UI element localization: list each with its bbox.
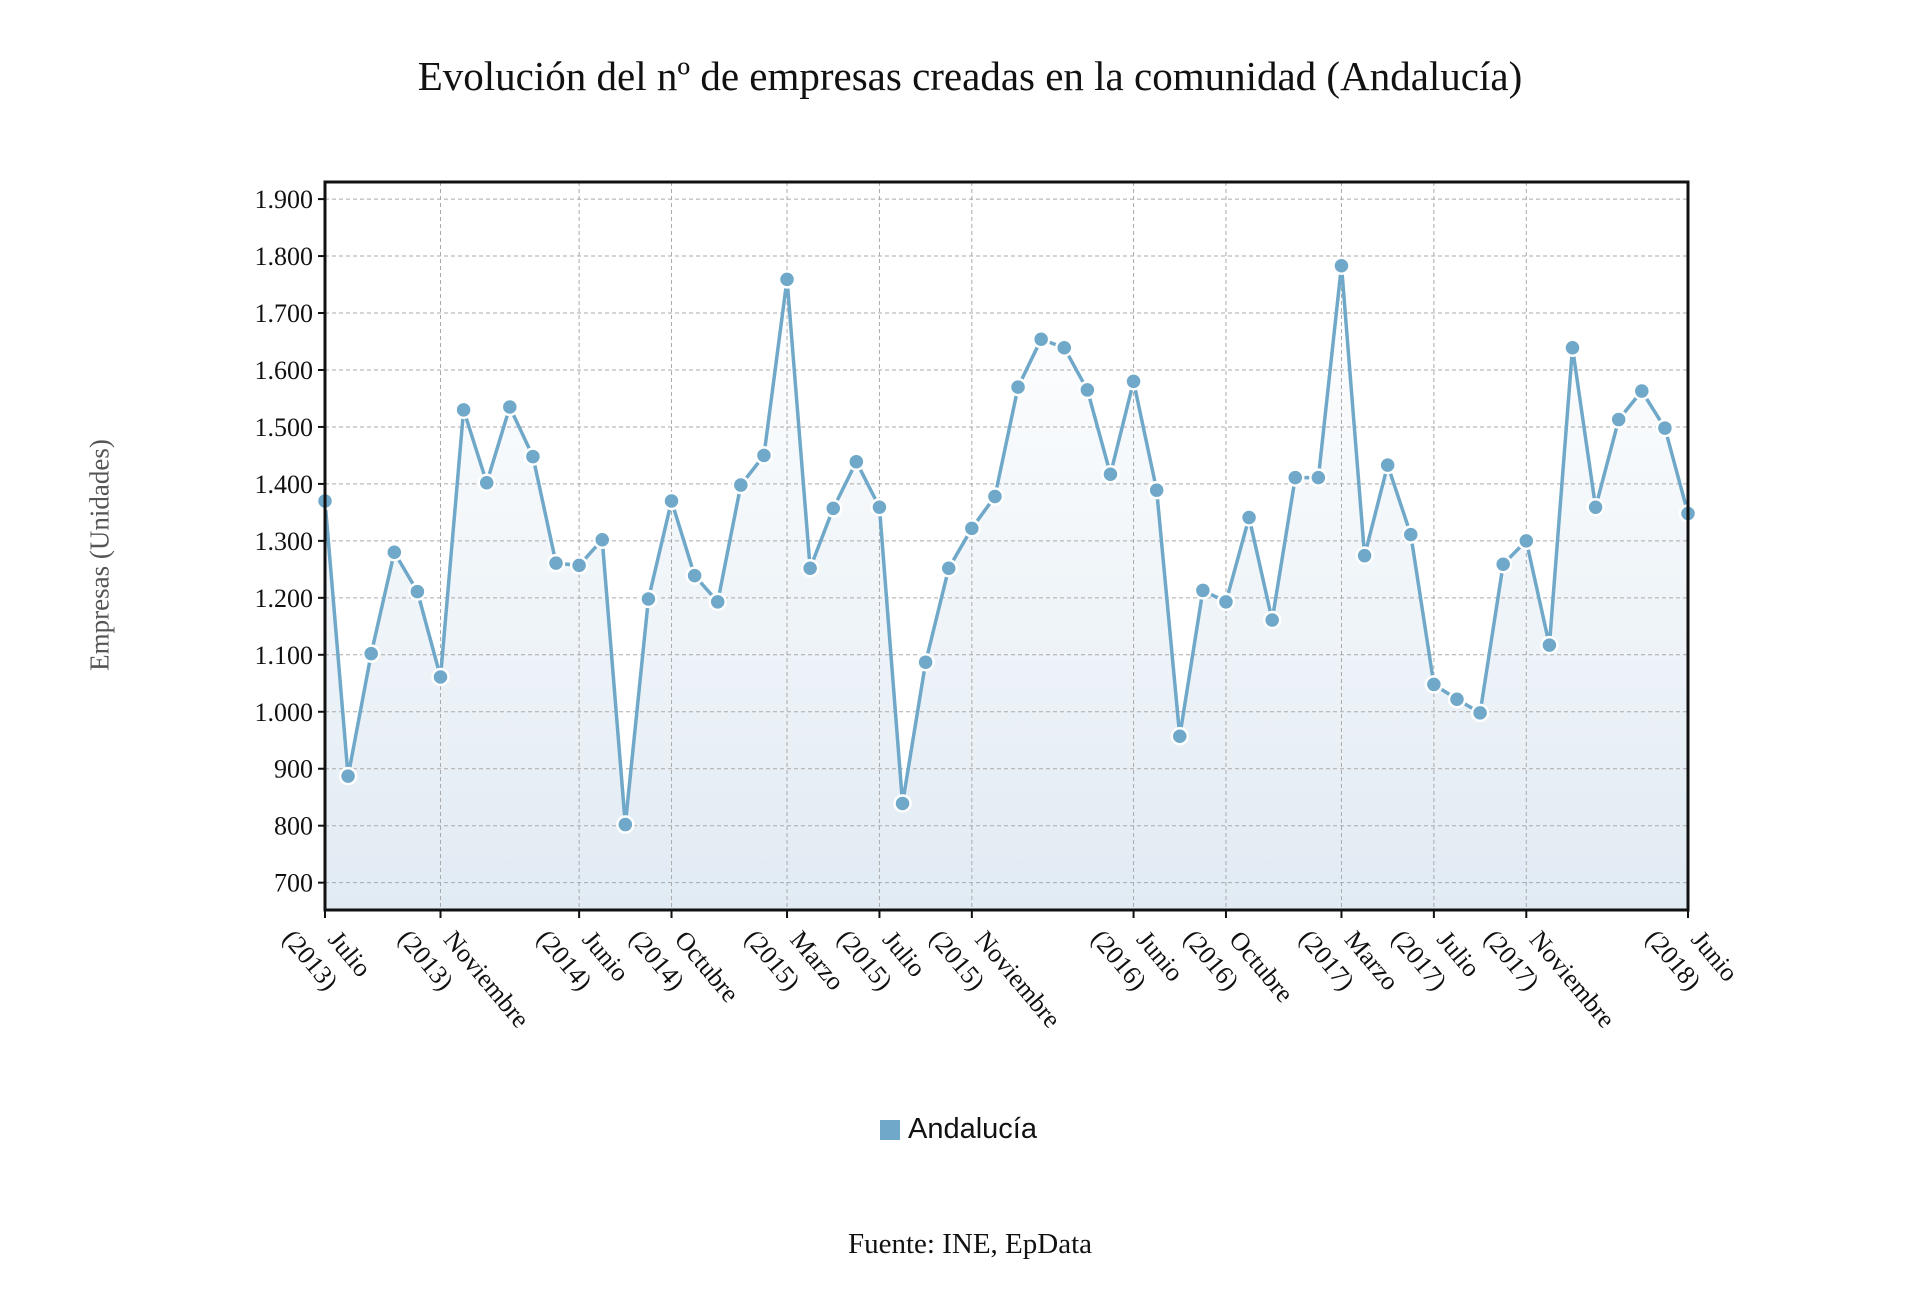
- x-tick-label: Marzo(2017): [1294, 902, 1405, 1017]
- data-point: [1424, 675, 1444, 694]
- data-point: [1286, 468, 1305, 487]
- y-tick-label: 1.500: [255, 413, 314, 442]
- y-tick-label: 1.200: [255, 584, 314, 613]
- legend[interactable]: Andalucía: [880, 1113, 1037, 1146]
- area-fill: [325, 265, 1688, 911]
- data-point: [1193, 581, 1213, 600]
- data-point: [962, 519, 982, 538]
- data-point: [1124, 372, 1143, 391]
- data-point: [1101, 464, 1120, 484]
- data-point: [1355, 546, 1374, 565]
- data-point: [454, 400, 473, 420]
- data-point: [1470, 703, 1490, 723]
- data-point: [870, 498, 889, 517]
- data-point: [662, 491, 681, 511]
- y-tick-label: 900: [274, 755, 313, 784]
- y-tick-label: 1.400: [255, 470, 314, 499]
- data-point: [1517, 531, 1536, 551]
- data-point: [823, 499, 843, 518]
- data-point: [1632, 381, 1652, 401]
- data-point: [546, 553, 566, 573]
- y-tick-label: 700: [274, 869, 313, 898]
- data-point: [1309, 468, 1328, 487]
- data-point: [939, 558, 958, 578]
- data-point: [477, 473, 496, 493]
- data-point: [1586, 498, 1605, 517]
- data-point: [754, 446, 774, 465]
- data-point: [1401, 525, 1421, 544]
- data-point: [639, 589, 658, 609]
- y-tick-label: 1.300: [255, 527, 314, 556]
- data-point: [523, 447, 543, 466]
- y-tick-label: 1.900: [255, 185, 314, 214]
- data-point: [985, 487, 1005, 506]
- x-tick-label: Noviembre(2015): [924, 902, 1067, 1055]
- data-point: [1609, 410, 1628, 429]
- data-point: [1170, 727, 1190, 746]
- data-point: [1378, 455, 1397, 475]
- data-point: [847, 452, 866, 471]
- data-point: [431, 667, 450, 687]
- data-point: [592, 530, 612, 549]
- data-point: [893, 794, 912, 813]
- x-tick-label: Noviembre(2013): [393, 902, 536, 1055]
- x-tick-label: Julio(2015): [832, 902, 932, 1004]
- data-point: [500, 397, 520, 417]
- y-tick-label: 1.700: [255, 299, 314, 328]
- data-point: [408, 582, 427, 601]
- data-point: [1332, 256, 1351, 275]
- y-tick-label: 1.100: [255, 641, 314, 670]
- x-tick-label: Octubre(2014): [624, 902, 745, 1030]
- x-tick-label: Marzo(2015): [739, 902, 850, 1017]
- y-tick-label: 1.800: [255, 242, 314, 271]
- data-point: [1239, 508, 1259, 527]
- data-point: [708, 592, 727, 612]
- data-point: [731, 475, 751, 495]
- data-point: [777, 270, 797, 289]
- data-point: [616, 815, 635, 834]
- y-tick-label: 1.600: [255, 356, 314, 385]
- data-point: [1540, 635, 1559, 655]
- data-point: [1031, 329, 1051, 349]
- data-point: [385, 543, 404, 562]
- data-point: [361, 644, 381, 663]
- data-point: [1147, 480, 1166, 500]
- legend-swatch: [880, 1119, 900, 1140]
- data-point: [1055, 338, 1074, 358]
- data-point: [916, 652, 935, 672]
- data-point: [1262, 610, 1282, 630]
- legend-label: Andalucía: [908, 1113, 1037, 1145]
- data-point: [685, 566, 704, 585]
- x-tick-label: Octubre(2016): [1178, 902, 1299, 1030]
- x-tick-label: Julio(2017): [1386, 902, 1486, 1004]
- chart-title: Evolución del nº de empresas creadas en …: [417, 53, 1523, 99]
- data-point: [1493, 554, 1513, 574]
- data-point: [1563, 338, 1582, 358]
- y-tick-label: 1.000: [255, 698, 314, 727]
- data-point: [1216, 592, 1236, 612]
- data-point: [1078, 380, 1097, 400]
- source-note: Fuente: INE, EpData: [847, 1228, 1092, 1260]
- x-tick-label: Julio(2013): [277, 902, 377, 1004]
- x-tick-label: Noviembre(2017): [1478, 902, 1621, 1055]
- x-tick-label: Junio(2014): [531, 902, 635, 1009]
- x-tick-label: Junio(2018): [1640, 902, 1744, 1009]
- data-point: [569, 556, 589, 575]
- data-point: [1008, 377, 1028, 397]
- data-point: [800, 558, 820, 578]
- y-tick-label: 800: [274, 812, 313, 841]
- data-point: [1447, 689, 1467, 709]
- plot-frame: [323, 180, 1690, 912]
- x-tick-label: Junio(2016): [1086, 902, 1190, 1009]
- data-point: [338, 766, 358, 786]
- data-point: [1655, 418, 1675, 438]
